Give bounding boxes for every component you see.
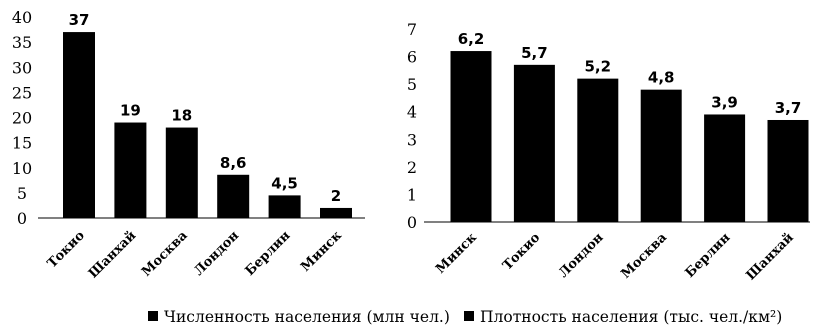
bar: [217, 174, 250, 218]
y-tick-label: 2: [407, 158, 417, 177]
category-label: Минск: [433, 230, 480, 277]
y-tick-label: 5: [17, 184, 27, 203]
category-label: Шанхай: [86, 228, 139, 281]
y-tick-label: 25: [12, 83, 32, 102]
y-tick-label: 10: [12, 159, 32, 178]
bar: [513, 64, 555, 222]
category-label: Токио: [500, 230, 543, 273]
data-label: 37: [69, 11, 90, 29]
population-chart: 0 5 10 15 20 25 30 35 40 37 Токио 19 Шанхай 18 Москва 8…: [12, 8, 365, 281]
data-label: 8,6: [220, 154, 247, 172]
data-label: 4,8: [648, 69, 675, 87]
bar: [165, 127, 198, 218]
category-label: Берлин: [243, 228, 294, 279]
y-tick-label: 30: [12, 58, 32, 77]
y-tick-label: 40: [12, 8, 32, 27]
category-label: Москва: [619, 230, 671, 282]
category-label: Москва: [139, 228, 191, 280]
legend-label-population: Численность населения (млн чел.): [164, 308, 450, 326]
data-label: 18: [171, 107, 192, 125]
bar: [114, 122, 147, 218]
legend-swatch-density: [464, 311, 474, 321]
legend-label-density: Плотность населения (тыс. чел./км²): [480, 308, 782, 326]
legend-swatch-population: [148, 311, 158, 321]
category-label: Токио: [45, 228, 88, 271]
legend-density: Плотность населения (тыс. чел./км²): [464, 308, 782, 326]
category-label: Лондон: [191, 228, 242, 279]
y-tick-label: 15: [12, 134, 32, 153]
data-label: 5,2: [585, 58, 612, 76]
y-tick-label: 7: [407, 20, 417, 39]
data-label: 5,7: [521, 44, 548, 62]
legend-population: Численность населения (млн чел.): [148, 308, 450, 326]
bar: [320, 207, 352, 218]
density-chart: 0 1 2 3 4 5 6 7 6,2 Минск 5,7 Токио 5,2 Лондон 4,8 Моск…: [407, 20, 810, 283]
bar: [640, 89, 682, 223]
y-tick-label: 4: [407, 103, 417, 122]
y-tick-label: 3: [407, 130, 417, 149]
category-label: Лондон: [556, 230, 607, 281]
category-label: Шанхай: [744, 230, 797, 283]
data-label: 2: [331, 187, 341, 205]
y-tick-label: 5: [407, 75, 417, 94]
y-tick-label: 35: [12, 33, 32, 52]
bar: [767, 119, 809, 222]
data-label: 4,5: [271, 174, 298, 192]
bar: [704, 114, 746, 222]
data-label: 3,9: [711, 93, 738, 111]
bar: [63, 32, 95, 219]
y-tick-label: 1: [407, 185, 417, 204]
bar: [577, 78, 619, 222]
category-label: Минск: [298, 228, 345, 275]
y-tick-label: 0: [17, 209, 27, 228]
y-tick-label: 6: [407, 48, 417, 67]
y-tick-label: 0: [407, 213, 417, 232]
category-label: Берлин: [683, 230, 734, 281]
bar: [268, 195, 301, 218]
bar: [450, 51, 492, 222]
data-label: 19: [120, 102, 141, 120]
data-label: 3,7: [775, 99, 802, 117]
y-tick-label: 20: [12, 109, 32, 128]
data-label: 6,2: [458, 30, 485, 48]
